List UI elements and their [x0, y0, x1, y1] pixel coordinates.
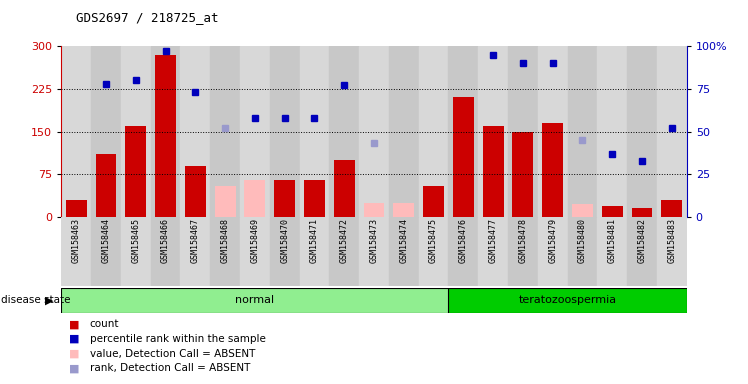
- Bar: [180, 217, 210, 286]
- Bar: [449, 217, 478, 286]
- Bar: [185, 166, 206, 217]
- Bar: [150, 217, 180, 286]
- Bar: [449, 46, 478, 217]
- Bar: [270, 217, 299, 286]
- Text: GSM158473: GSM158473: [370, 218, 378, 263]
- Text: GSM158477: GSM158477: [488, 218, 497, 263]
- Bar: [275, 180, 295, 217]
- Bar: [661, 200, 682, 217]
- Bar: [240, 217, 270, 286]
- Text: ■: ■: [69, 363, 79, 373]
- Bar: [304, 180, 325, 217]
- Bar: [572, 204, 593, 217]
- Bar: [66, 200, 87, 217]
- Text: GSM158475: GSM158475: [429, 218, 438, 263]
- Bar: [180, 46, 210, 217]
- Bar: [240, 46, 270, 217]
- Text: value, Detection Call = ABSENT: value, Detection Call = ABSENT: [90, 349, 255, 359]
- Bar: [393, 203, 414, 217]
- Bar: [61, 288, 449, 313]
- Bar: [121, 46, 150, 217]
- Text: GDS2697 / 218725_at: GDS2697 / 218725_at: [76, 12, 219, 25]
- Bar: [419, 217, 449, 286]
- Text: GSM158482: GSM158482: [637, 218, 646, 263]
- Bar: [478, 46, 508, 217]
- Text: GSM158478: GSM158478: [518, 218, 527, 263]
- Text: GSM158474: GSM158474: [399, 218, 408, 263]
- Bar: [150, 46, 180, 217]
- Text: GSM158471: GSM158471: [310, 218, 319, 263]
- Bar: [126, 126, 146, 217]
- Bar: [61, 217, 91, 286]
- Bar: [423, 185, 444, 217]
- Text: GSM158479: GSM158479: [548, 218, 557, 263]
- Bar: [449, 288, 687, 313]
- Text: percentile rank within the sample: percentile rank within the sample: [90, 334, 266, 344]
- Bar: [419, 46, 449, 217]
- Bar: [91, 46, 121, 217]
- Bar: [334, 160, 355, 217]
- Bar: [215, 185, 236, 217]
- Bar: [389, 217, 419, 286]
- Bar: [542, 123, 563, 217]
- Bar: [453, 98, 473, 217]
- Text: rank, Detection Call = ABSENT: rank, Detection Call = ABSENT: [90, 363, 250, 373]
- Text: GSM158468: GSM158468: [221, 218, 230, 263]
- Bar: [482, 126, 503, 217]
- Text: GSM158472: GSM158472: [340, 218, 349, 263]
- Text: GSM158465: GSM158465: [132, 218, 141, 263]
- Text: count: count: [90, 319, 119, 329]
- Bar: [210, 217, 240, 286]
- Bar: [91, 217, 121, 286]
- Text: ■: ■: [69, 334, 79, 344]
- Text: ■: ■: [69, 319, 79, 329]
- Bar: [508, 217, 538, 286]
- Bar: [364, 203, 384, 217]
- Bar: [657, 217, 687, 286]
- Bar: [627, 217, 657, 286]
- Text: normal: normal: [236, 295, 275, 306]
- Bar: [359, 217, 389, 286]
- Text: GSM158466: GSM158466: [161, 218, 170, 263]
- Bar: [657, 46, 687, 217]
- Bar: [299, 217, 329, 286]
- Bar: [329, 217, 359, 286]
- Bar: [627, 46, 657, 217]
- Bar: [568, 46, 598, 217]
- Text: GSM158470: GSM158470: [280, 218, 289, 263]
- Bar: [210, 46, 240, 217]
- Bar: [299, 46, 329, 217]
- Bar: [155, 55, 176, 217]
- Bar: [245, 180, 266, 217]
- Bar: [329, 46, 359, 217]
- Bar: [598, 46, 627, 217]
- Text: GSM158464: GSM158464: [102, 218, 111, 263]
- Bar: [512, 131, 533, 217]
- Bar: [568, 217, 598, 286]
- Bar: [389, 46, 419, 217]
- Text: GSM158476: GSM158476: [459, 218, 468, 263]
- Text: GSM158480: GSM158480: [578, 218, 587, 263]
- Bar: [508, 46, 538, 217]
- Text: ■: ■: [69, 349, 79, 359]
- Bar: [61, 46, 91, 217]
- Bar: [96, 154, 117, 217]
- Text: GSM158467: GSM158467: [191, 218, 200, 263]
- Bar: [270, 46, 299, 217]
- Bar: [121, 217, 150, 286]
- Text: GSM158483: GSM158483: [667, 218, 676, 263]
- Text: GSM158481: GSM158481: [607, 218, 616, 263]
- Bar: [538, 46, 568, 217]
- Text: GSM158469: GSM158469: [251, 218, 260, 263]
- Bar: [478, 217, 508, 286]
- Text: GSM158463: GSM158463: [72, 218, 81, 263]
- Text: disease state: disease state: [1, 295, 70, 306]
- Bar: [359, 46, 389, 217]
- Bar: [602, 205, 622, 217]
- Bar: [631, 209, 652, 217]
- Bar: [598, 217, 627, 286]
- Bar: [538, 217, 568, 286]
- Text: teratozoospermia: teratozoospermia: [518, 295, 616, 306]
- Text: ▶: ▶: [46, 295, 54, 306]
